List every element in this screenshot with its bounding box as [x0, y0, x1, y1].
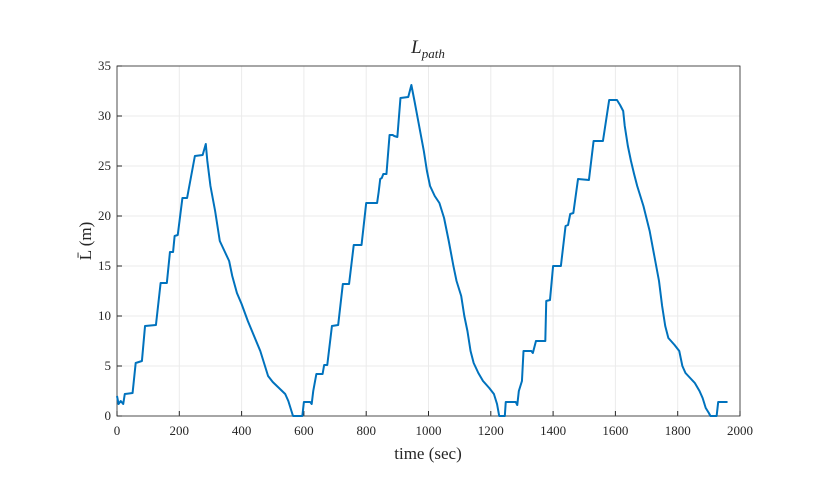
x-tick-label: 800	[356, 423, 376, 438]
x-tick-label: 0	[114, 423, 121, 438]
x-tick-label: 200	[170, 423, 190, 438]
x-tick-label: 1600	[602, 423, 628, 438]
y-tick-label: 5	[105, 358, 112, 373]
x-tick-label: 600	[294, 423, 314, 438]
y-tick-label: 25	[98, 158, 111, 173]
y-tick-label: 10	[98, 308, 111, 323]
y-tick-label: 20	[98, 208, 111, 223]
y-tick-label: 0	[105, 408, 112, 423]
x-tick-label: 1000	[416, 423, 442, 438]
title-main: L	[410, 37, 422, 58]
chart-title: Lpath	[410, 37, 445, 61]
y-axis-label: L̄ (m)	[76, 222, 95, 261]
x-tick-label: 2000	[727, 423, 753, 438]
y-tick-label: 30	[98, 108, 111, 123]
y-tick-label: 15	[98, 258, 111, 273]
x-tick-label: 400	[232, 423, 252, 438]
x-tick-label: 1200	[478, 423, 504, 438]
x-tick-label: 1400	[540, 423, 566, 438]
data-line	[116, 84, 728, 417]
axes-box	[116, 65, 741, 417]
x-tick-label: 1800	[665, 423, 691, 438]
y-tick-label: 35	[98, 58, 111, 73]
x-axis-label: time (sec)	[394, 444, 462, 463]
title-sub: path	[421, 46, 445, 61]
